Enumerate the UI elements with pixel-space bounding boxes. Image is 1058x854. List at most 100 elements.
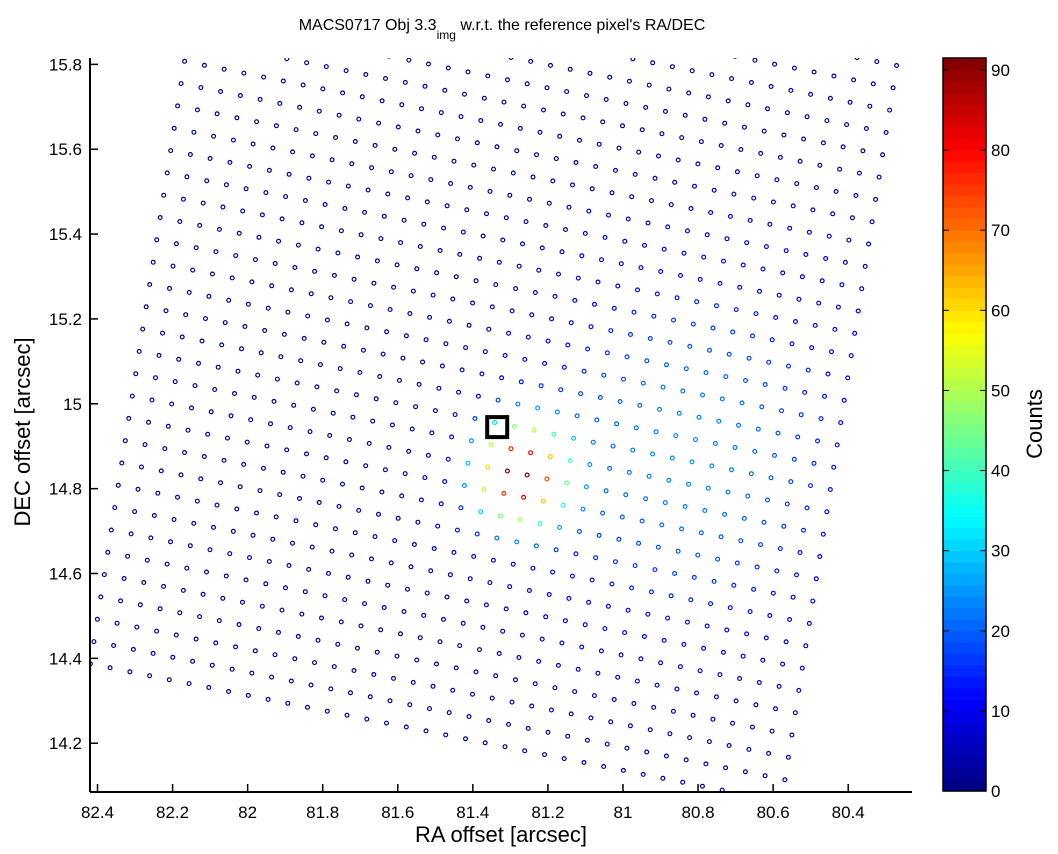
data-point [842, 259, 848, 265]
data-point [346, 437, 352, 443]
data-point [493, 282, 499, 288]
data-point [263, 190, 269, 196]
data-point [601, 763, 607, 769]
data-point [796, 44, 800, 48]
data-point [557, 524, 563, 530]
data-point [369, 165, 375, 171]
data-point [760, 796, 764, 800]
data-point [592, 49, 596, 53]
data-point [410, 288, 416, 294]
data-point [567, 458, 573, 464]
data-point [438, 501, 444, 507]
data-point [720, 258, 726, 264]
data-point [652, 175, 658, 181]
data-point [274, 376, 280, 382]
data-point [791, 456, 797, 462]
data-point [265, 696, 271, 702]
data-point [777, 154, 783, 160]
data-point [284, 58, 290, 62]
data-point [356, 116, 362, 122]
data-point [295, 242, 301, 248]
data-point [302, 198, 308, 204]
data-point [266, 558, 272, 564]
colorbar-segment [943, 504, 986, 517]
data-point [489, 304, 495, 310]
colorbar-tick-label: 30 [991, 542, 1010, 561]
data-point [820, 140, 826, 146]
data-point [150, 650, 156, 656]
data-point [160, 330, 166, 336]
data-point [237, 484, 243, 490]
data-point [405, 586, 411, 592]
colorbar-tick-label: 40 [991, 462, 1010, 481]
data-point [258, 350, 264, 356]
data-point [344, 712, 350, 718]
data-point [551, 431, 557, 437]
data-point [696, 414, 702, 420]
data-point [370, 418, 376, 424]
data-point [806, 620, 812, 626]
data-point [646, 82, 652, 88]
data-point [477, 3, 481, 7]
data-point [495, 397, 501, 403]
data-point [198, 85, 204, 91]
y-tick-label: 15.8 [49, 55, 82, 74]
data-point [333, 135, 339, 141]
data-point [367, 303, 373, 309]
data-point [686, 90, 692, 96]
data-point [211, 133, 217, 139]
data-point [315, 637, 321, 643]
data-point [229, 23, 233, 27]
data-point [883, 130, 889, 136]
data-point [154, 628, 160, 634]
data-point [530, 174, 536, 180]
data-point [324, 317, 330, 323]
data-point [555, 662, 561, 668]
data-point [377, 374, 383, 380]
data-point [804, 114, 810, 120]
data-point [330, 410, 336, 416]
data-point [164, 561, 170, 567]
data-point [184, 174, 190, 180]
data-point [635, 35, 639, 39]
data-point [602, 234, 608, 240]
data-point [321, 339, 327, 345]
data-point [487, 580, 493, 586]
data-point [818, 416, 824, 422]
data-point [478, 117, 484, 123]
data-point [465, 69, 471, 75]
data-point [250, 141, 256, 147]
data-point [537, 129, 543, 135]
data-point [204, 569, 210, 575]
data-point [226, 688, 232, 694]
data-point [516, 11, 520, 15]
data-point [312, 268, 318, 274]
data-point [374, 6, 378, 10]
data-point [607, 74, 613, 80]
data-point [832, 326, 838, 332]
data-point [781, 523, 787, 529]
data-point [653, 429, 659, 435]
data-point [741, 124, 747, 130]
colorbar-segment [943, 596, 986, 609]
data-point [119, 460, 125, 466]
data-point [425, 452, 431, 458]
data-point [522, 356, 528, 362]
data-point [392, 146, 398, 152]
data-point [867, 103, 873, 109]
data-point [537, 521, 543, 527]
data-point [853, 193, 859, 199]
data-point [243, 186, 249, 192]
data-point [566, 595, 572, 601]
x-tick-label: 82.4 [81, 803, 114, 822]
data-point [694, 690, 700, 696]
data-point [682, 112, 688, 118]
data-point [422, 83, 428, 89]
data-point [322, 593, 328, 599]
data-point [548, 707, 554, 713]
data-point [101, 572, 107, 578]
data-point [223, 573, 229, 579]
data-point [450, 687, 456, 693]
data-point [187, 152, 193, 158]
data-point [674, 686, 680, 692]
